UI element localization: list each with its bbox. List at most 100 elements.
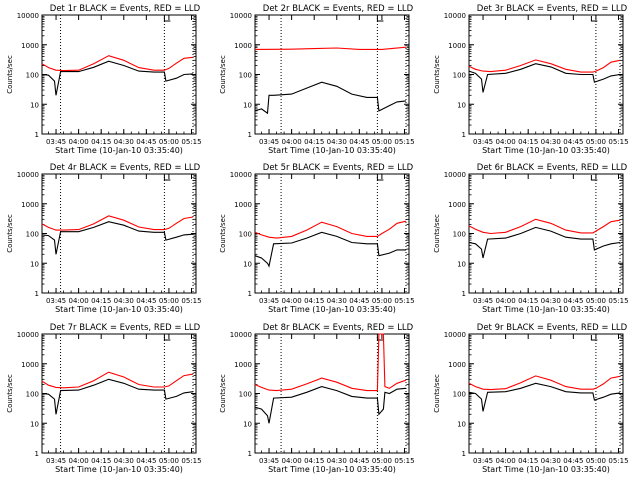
x-tick-label: 04:15 (304, 297, 324, 305)
plot-frame (254, 14, 410, 135)
y-tick-label: 1 (35, 131, 39, 139)
plot-frame (468, 333, 624, 454)
y-tick-label: 100 (453, 72, 466, 80)
x-tick-label: 04:15 (91, 297, 111, 305)
y-tick-label: 10000 (17, 171, 39, 179)
y-tick-label: 100 (239, 231, 252, 239)
plot-frame (254, 173, 410, 294)
y-tick-label: 1 (248, 450, 252, 458)
x-axis-label: Start Time (10-Jan-10 03:35:40) (55, 146, 183, 155)
events-series-line (468, 382, 621, 412)
y-tick-label: 100 (453, 391, 466, 399)
y-tick-label: 1000 (21, 201, 39, 209)
panel-title: Det 4r BLACK = Events, RED = LLD (50, 163, 201, 173)
x-tick-label: 04:00 (282, 297, 302, 305)
events-series-line (41, 378, 194, 415)
x-tick-label: 05:15 (608, 457, 628, 465)
y-tick-label: 1000 (21, 361, 39, 369)
x-axis-label: Start Time (10-Jan-10 03:35:40) (268, 146, 396, 155)
x-tick-label: 05:15 (181, 297, 201, 305)
x-tick-label: 04:30 (327, 297, 347, 305)
x-tick-label: 05:00 (586, 297, 606, 305)
x-tick-label: 05:00 (372, 297, 392, 305)
x-tick-label: 04:00 (496, 138, 516, 146)
panel-det-9: Det 9r BLACK = Events, RED = LLD 1 10 100 10… (433, 323, 629, 474)
x-tick-label: 05:15 (394, 297, 414, 305)
events-series-line (254, 231, 406, 268)
x-tick-label: 05:00 (159, 457, 179, 465)
y-tick-label: 1 (248, 131, 252, 139)
x-tick-label: 04:45 (563, 297, 583, 305)
bracket-marker (163, 175, 171, 181)
x-tick-label: 04:45 (136, 138, 156, 146)
x-tick-label: 04:30 (327, 138, 347, 146)
bracket-marker (590, 16, 598, 22)
x-tick-label: 04:00 (496, 457, 516, 465)
x-tick-label: 04:45 (349, 457, 369, 465)
panel-title: Det 3r BLACK = Events, RED = LLD (477, 4, 628, 14)
panel-det-2: Det 2r BLACK = Events, RED = LLD 1 10 100 10… (219, 4, 415, 155)
x-tick-label: 04:00 (496, 297, 516, 305)
events-series-line (468, 226, 621, 259)
x-tick-label: 05:15 (608, 297, 628, 305)
x-tick-label: 05:00 (159, 297, 179, 305)
y-tick-label: 10 (457, 101, 466, 109)
x-tick-label: 03:45 (46, 138, 66, 146)
panel-title: Det 7r BLACK = Events, RED = LLD (50, 323, 201, 333)
y-tick-label: 1000 (234, 42, 252, 50)
plot-frame (41, 14, 197, 135)
lld-series-line (468, 218, 621, 235)
panel-det-3: Det 3r BLACK = Events, RED = LLD 1 10 100 10… (433, 4, 629, 155)
lld-series-line (254, 333, 407, 392)
x-tick-label: 05:00 (159, 138, 179, 146)
x-axis-label: Start Time (10-Jan-10 03:35:40) (482, 146, 610, 155)
x-tick-label: 04:30 (541, 457, 561, 465)
y-axis-label: Counts/sec (219, 55, 227, 94)
x-tick-label: 05:15 (394, 457, 414, 465)
y-tick-label: 10 (457, 260, 466, 268)
x-tick-label: 04:30 (114, 297, 134, 305)
y-tick-label: 1 (462, 131, 466, 139)
y-tick-label: 10000 (17, 12, 39, 20)
bracket-marker (376, 335, 384, 341)
x-tick-label: 04:45 (136, 297, 156, 305)
x-tick-label: 04:30 (114, 138, 134, 146)
x-tick-label: 04:00 (282, 457, 302, 465)
x-tick-label: 04:45 (563, 138, 583, 146)
lld-series-line (41, 371, 194, 389)
y-tick-label: 1000 (448, 201, 466, 209)
y-tick-label: 1 (35, 290, 39, 298)
x-tick-label: 04:30 (541, 297, 561, 305)
panel-det-8: Det 8r BLACK = Events, RED = LLD 1 10 100 10… (219, 323, 415, 474)
y-axis-label: Counts/sec (6, 55, 14, 94)
panel-title: Det 6r BLACK = Events, RED = LLD (477, 163, 628, 173)
x-tick-label: 05:15 (181, 457, 201, 465)
x-axis-label: Start Time (10-Jan-10 03:35:40) (55, 465, 183, 474)
y-tick-label: 10000 (444, 331, 466, 339)
panel-det-1: Det 1r BLACK = Events, RED = LLD 1 10 100 10… (6, 4, 202, 155)
plot-frame (41, 173, 197, 294)
y-tick-label: 10 (243, 420, 252, 428)
y-tick-label: 100 (453, 231, 466, 239)
x-tick-label: 04:45 (563, 457, 583, 465)
y-axis-label: Counts/sec (6, 374, 14, 413)
x-tick-label: 04:15 (518, 297, 538, 305)
y-tick-label: 10000 (230, 171, 252, 179)
lld-series-line (41, 55, 194, 72)
y-tick-label: 10000 (17, 331, 39, 339)
x-tick-label: 04:15 (518, 457, 538, 465)
y-tick-label: 100 (239, 72, 252, 80)
x-tick-label: 04:00 (69, 138, 89, 146)
x-tick-label: 04:45 (349, 297, 369, 305)
y-tick-label: 1000 (234, 361, 252, 369)
bracket-marker (376, 16, 384, 22)
x-tick-label: 04:30 (327, 457, 347, 465)
plot-frame (254, 333, 410, 454)
x-tick-label: 05:15 (181, 138, 201, 146)
panel-title: Det 5r BLACK = Events, RED = LLD (263, 163, 414, 173)
bracket-marker (590, 335, 598, 341)
x-tick-label: 03:45 (473, 138, 493, 146)
y-tick-label: 1000 (21, 42, 39, 50)
lld-series-line (254, 220, 407, 239)
